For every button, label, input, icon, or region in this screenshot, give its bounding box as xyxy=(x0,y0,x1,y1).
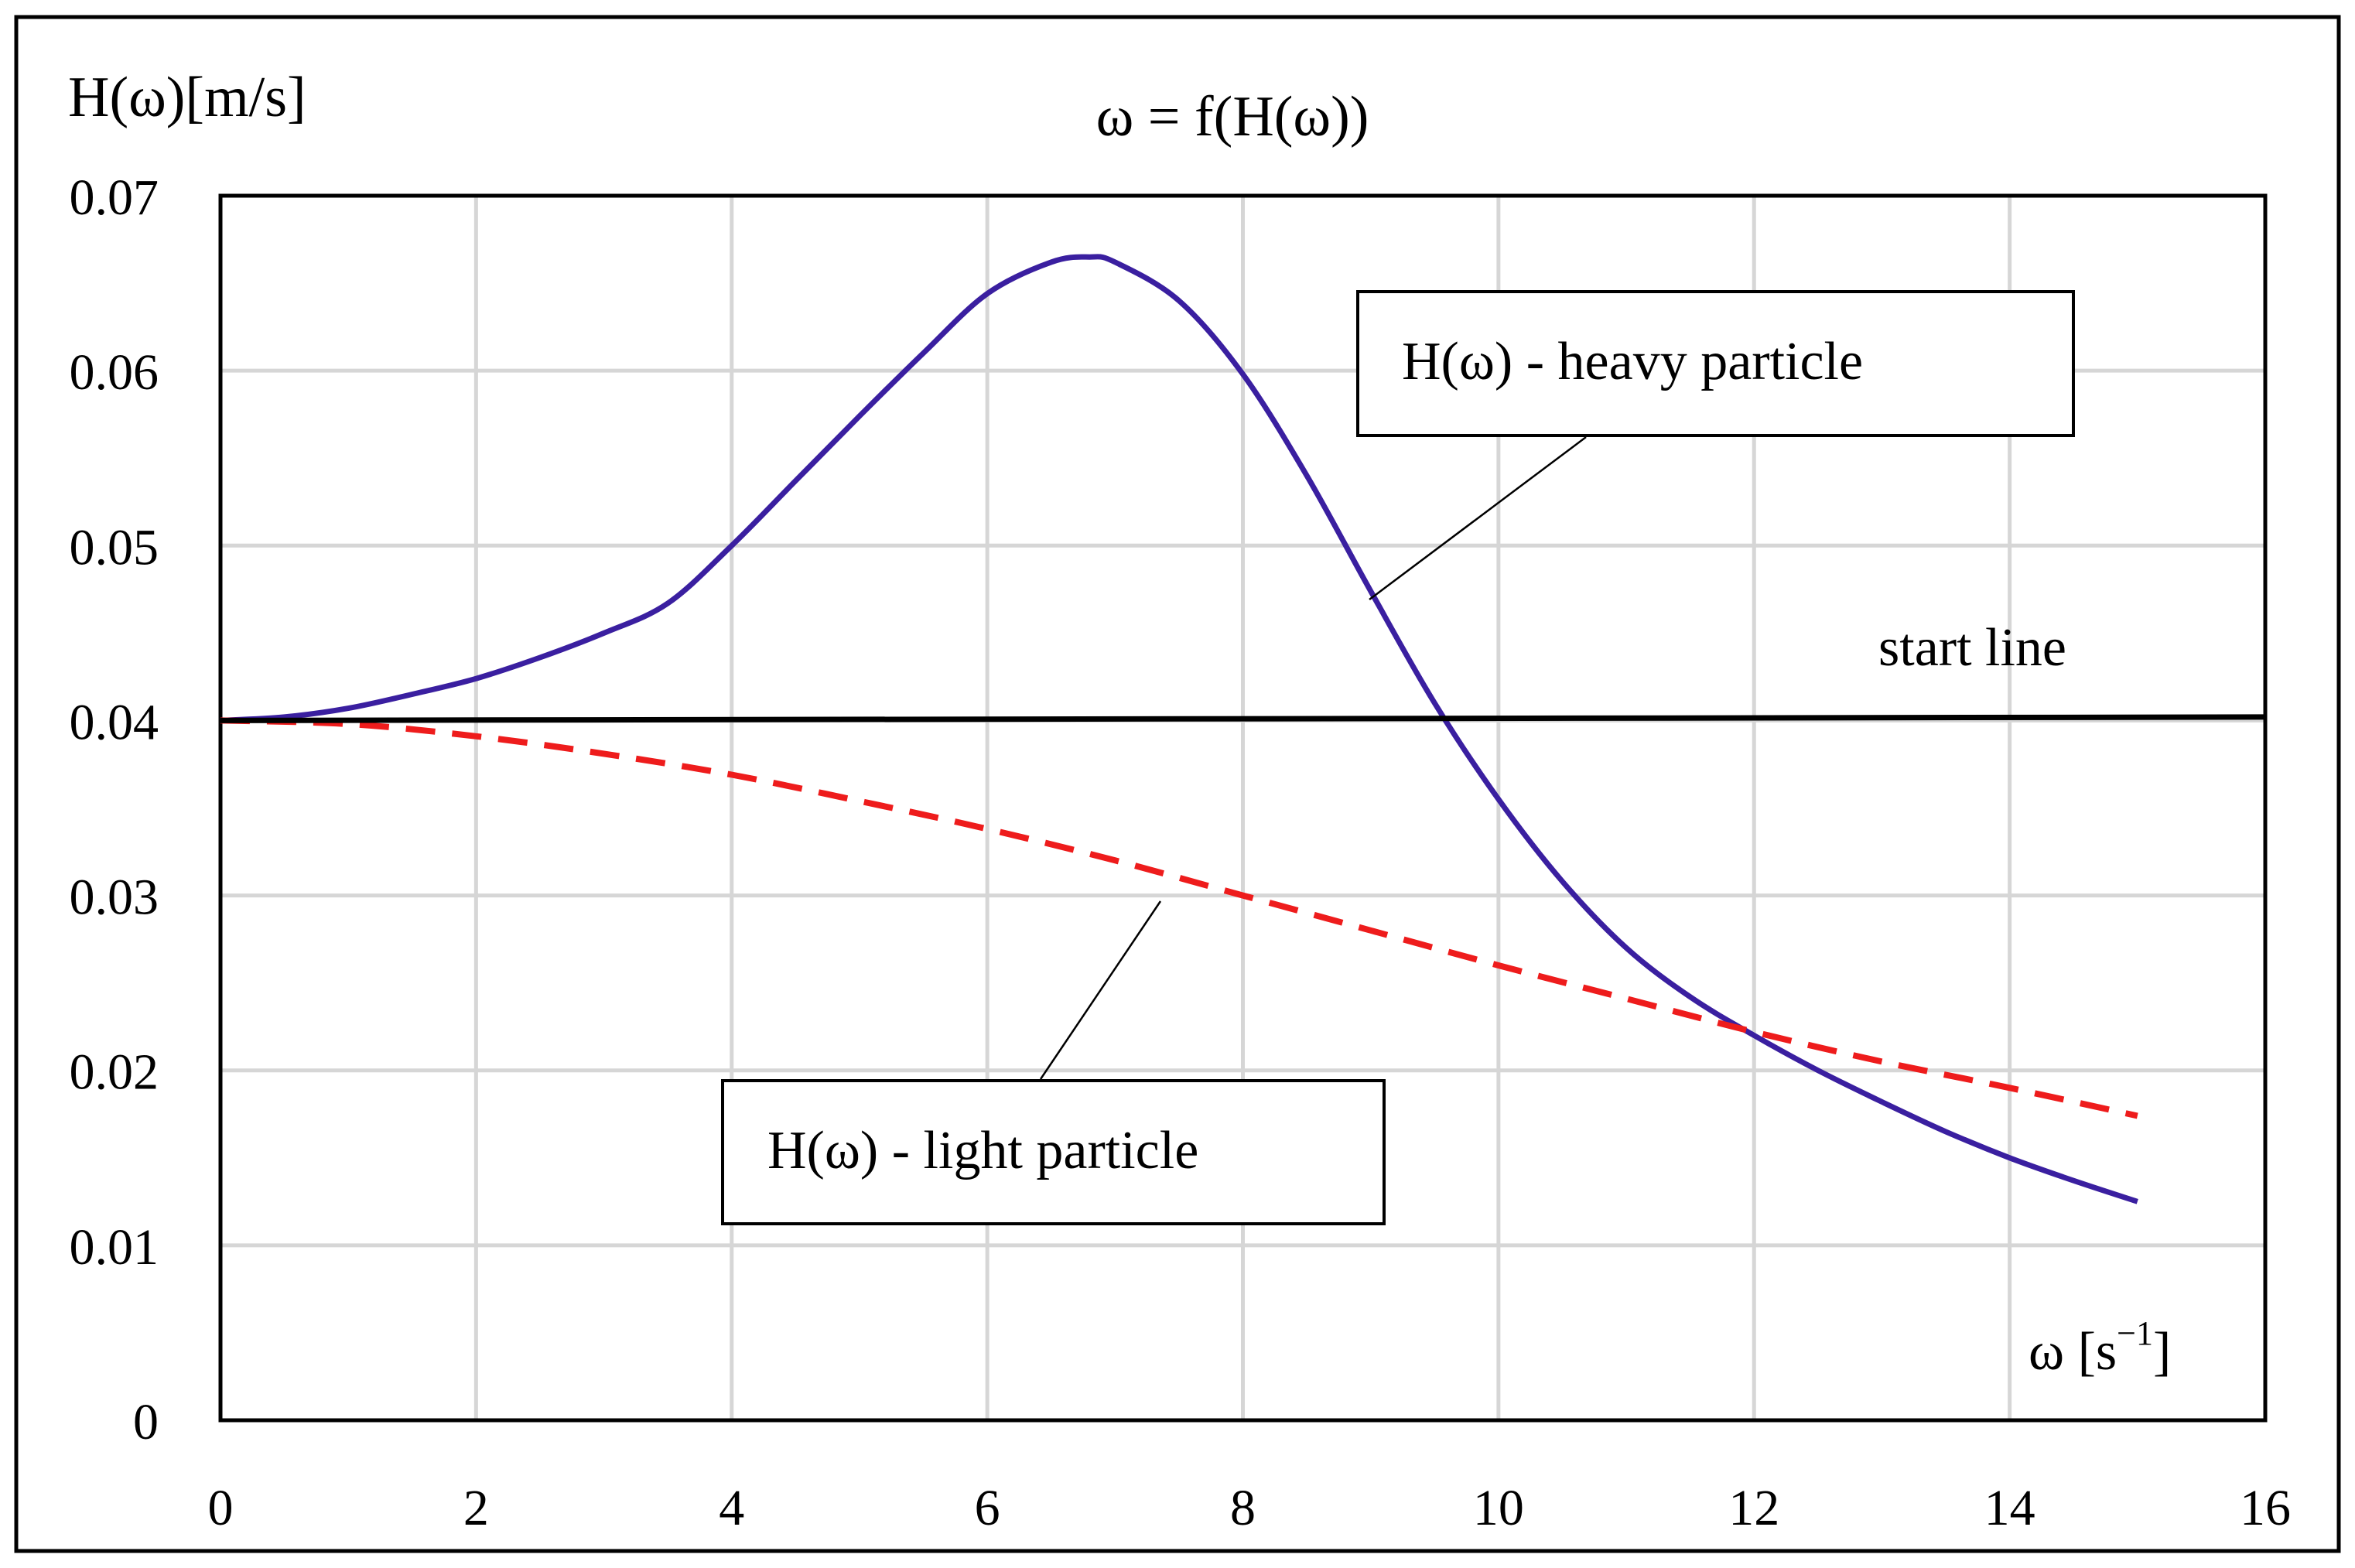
y-tick-label: 0.07 xyxy=(70,169,159,226)
x-tick-label: 8 xyxy=(1230,1480,1256,1536)
x-axis-label-base: ω [s xyxy=(2029,1322,2117,1382)
x-axis-label-close: ] xyxy=(2153,1322,2171,1382)
series-group xyxy=(220,254,2266,1204)
light-particle-legend-box xyxy=(721,1079,1386,1225)
y-tick-label: 0.01 xyxy=(70,1219,159,1276)
tick-labels: 0 2 4 6 8 10 12 14 16 0 0.01 0.02 0.03 0.04 0.05 0.06 0.… xyxy=(70,169,2292,1536)
x-tick-label: 16 xyxy=(2240,1480,2291,1536)
x-tick-label: 2 xyxy=(463,1480,489,1536)
start-line xyxy=(220,714,2266,723)
heavy-particle-legend-label: H(ω) - heavy particle xyxy=(1402,332,1863,391)
x-tick-label: 6 xyxy=(975,1480,1000,1536)
light-particle-leader-line xyxy=(1039,900,1162,1080)
y-axis-label: H(ω)[m/s] xyxy=(68,66,306,129)
x-axis-label: ω [s−1] xyxy=(2029,1314,2171,1382)
heavy-particle-line xyxy=(220,254,2138,1204)
y-tick-label: 0.04 xyxy=(70,694,159,750)
start-line-label: start line xyxy=(1878,618,2066,678)
x-tick-label: 4 xyxy=(719,1480,744,1536)
y-tick-label: 0 xyxy=(133,1394,159,1450)
y-tick-label: 0.06 xyxy=(70,344,159,401)
heavy-particle-legend-box xyxy=(1356,290,2075,437)
x-axis-label-sup: −1 xyxy=(2117,1314,2153,1352)
y-tick-label: 0.05 xyxy=(70,519,159,576)
light-particle-legend-label: H(ω) - light particle xyxy=(767,1121,1198,1180)
x-tick-label: 10 xyxy=(1473,1480,1524,1536)
heavy-particle-leader-line xyxy=(1369,436,1587,600)
x-tick-label: 0 xyxy=(208,1480,234,1536)
y-tick-label: 0.03 xyxy=(70,869,159,926)
x-tick-label: 14 xyxy=(1984,1480,2035,1536)
y-tick-label: 0.02 xyxy=(70,1044,159,1101)
plot-area xyxy=(218,193,2268,1423)
light-particle-line xyxy=(220,717,2138,1119)
outer-frame xyxy=(14,15,2341,1553)
x-tick-label: 12 xyxy=(1728,1480,1779,1536)
chart-title: ω = f(H(ω)) xyxy=(1096,85,1369,149)
